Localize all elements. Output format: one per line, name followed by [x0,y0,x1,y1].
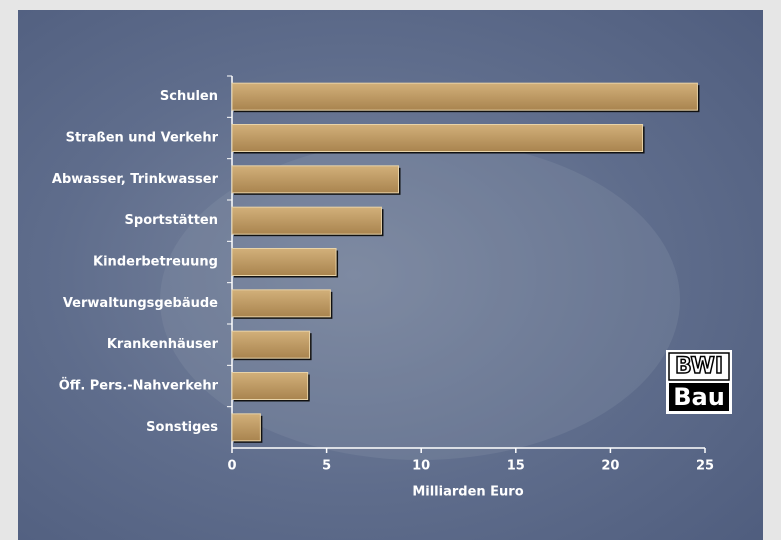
y-tick-label: Abwasser, Trinkwasser [52,172,219,187]
y-tick-label: Kinderbetreuung [93,255,218,270]
bar [231,330,311,359]
logo: BWI Bau [666,350,732,414]
bar [231,206,382,235]
y-tick-label: Straßen und Verkehr [66,131,219,146]
x-tick-label: 5 [322,459,331,474]
logo-top [668,352,730,381]
logo-line2: Bau [673,383,725,411]
x-tick-label: 20 [601,459,619,474]
logo-bottom [669,383,729,411]
x-axis-title: Milliarden Euro [412,485,523,500]
bar [231,165,399,194]
x-tick-label: 0 [227,459,236,474]
bar [231,248,337,276]
y-tick-label: Sportstätten [125,213,218,228]
y-tick-label: Verwaltungsgebäude [63,296,218,311]
x-tick-label: 15 [507,459,525,474]
y-tick-label: Sonstiges [146,420,218,435]
logo-line1: BWI [675,354,723,379]
bar [231,289,331,318]
bar [231,124,644,152]
bar [231,372,309,400]
y-tick-label: Öff. Pers.-Nahverkehr [59,378,219,394]
bar [231,413,261,442]
x-tick-label: 25 [696,459,714,474]
x-tick-label: 10 [412,459,430,474]
bar [231,82,698,111]
y-tick-label: Schulen [160,89,218,104]
y-tick-label: Krankenhäuser [107,337,219,352]
